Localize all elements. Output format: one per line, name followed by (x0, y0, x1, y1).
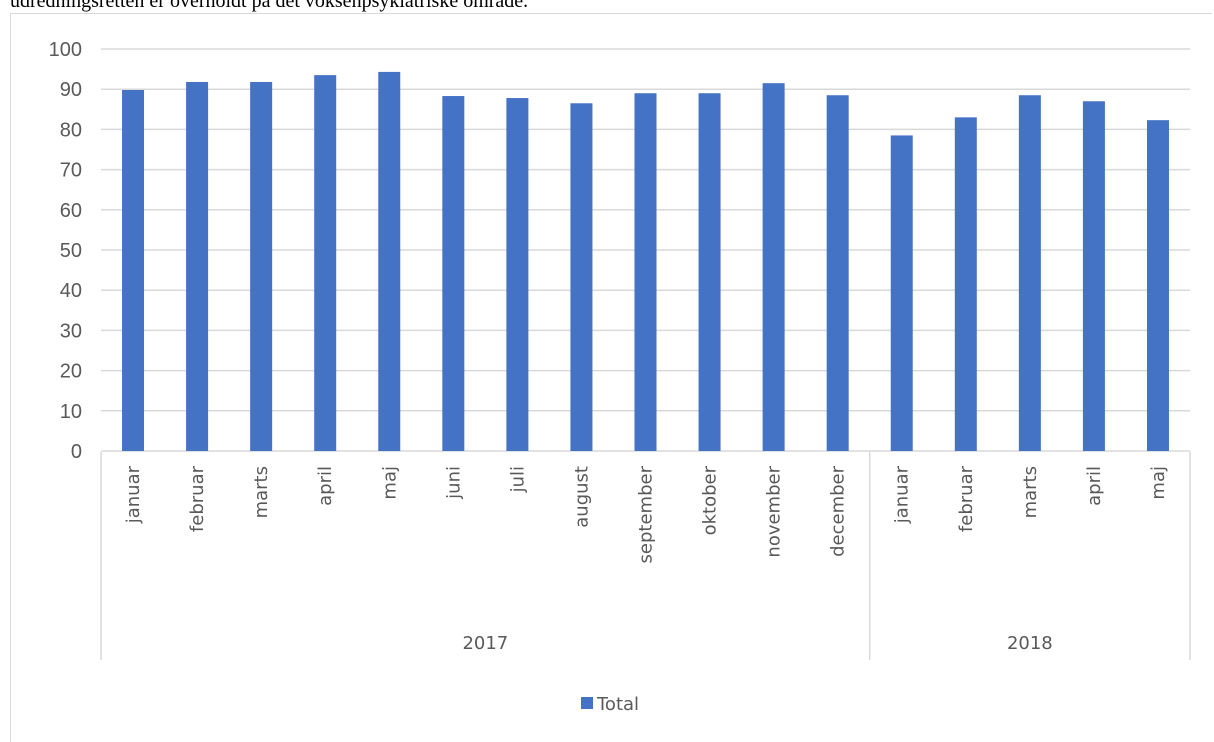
legend-swatch (581, 697, 593, 709)
x-tick-label: februar (187, 465, 208, 532)
x-tick-label: august (571, 466, 592, 528)
y-axis: 0 10 20 30 40 50 60 70 80 90 100 (49, 39, 82, 463)
x-tick-label: maj (1148, 466, 1169, 500)
x-tick-label: oktober (700, 465, 721, 535)
x-tick-label: december (828, 465, 849, 557)
bar (122, 90, 145, 451)
bar (762, 83, 785, 452)
y-tick-label: 40 (60, 280, 82, 302)
y-tick-label: 100 (49, 39, 82, 61)
group-label: 2017 (462, 633, 508, 654)
x-tick-label: februar (956, 465, 977, 532)
bar (698, 93, 721, 451)
y-tick-label: 0 (71, 441, 82, 463)
legend-label: Total (596, 694, 639, 715)
y-tick-label: 50 (60, 240, 82, 262)
bars (122, 71, 1169, 452)
bar (890, 135, 913, 451)
bar (954, 117, 977, 451)
bar (1146, 120, 1169, 452)
bar (442, 96, 465, 451)
y-tick-label: 60 (60, 200, 82, 222)
x-axis: januar februar marts april maj juni juli august… (100, 452, 1191, 660)
x-tick-label: januar (123, 465, 144, 524)
y-tick-label: 90 (60, 79, 82, 101)
bar (506, 98, 529, 451)
x-tick-label: juni (443, 466, 464, 500)
x-tick-label: juli (507, 466, 528, 493)
x-tick-label: april (1084, 466, 1105, 506)
bar (1082, 101, 1105, 451)
legend: Total (581, 694, 639, 715)
chart-frame (10, 13, 1212, 742)
chart-caption: udredningsretten er overholdt på det vok… (10, 0, 529, 12)
y-tick-label: 10 (60, 401, 82, 423)
x-tick-label: marts (251, 466, 272, 518)
bar (570, 103, 593, 452)
bar (378, 71, 401, 451)
x-tick-label: maj (379, 466, 400, 500)
y-tick-label: 30 (60, 320, 82, 342)
group-label: 2018 (1007, 633, 1053, 654)
y-tick-label: 20 (60, 361, 82, 383)
x-tick-label: januar (892, 465, 913, 524)
y-tick-label: 80 (60, 119, 82, 141)
x-tick-label: marts (1020, 466, 1041, 518)
y-tick-label: 70 (60, 160, 82, 182)
bar (826, 95, 849, 451)
x-tick-label: november (764, 465, 785, 557)
bar (1018, 95, 1041, 451)
x-tick-label: april (315, 466, 336, 506)
bar (250, 81, 273, 452)
bar (634, 93, 657, 451)
bar (314, 75, 337, 451)
bar (186, 81, 209, 452)
x-tick-label: september (636, 465, 657, 563)
